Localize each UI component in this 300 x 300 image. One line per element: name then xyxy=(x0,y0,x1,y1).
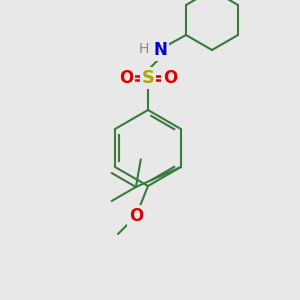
Text: O: O xyxy=(119,69,133,87)
Text: O: O xyxy=(129,207,143,225)
Text: O: O xyxy=(163,69,177,87)
Text: N: N xyxy=(153,41,167,59)
Text: H: H xyxy=(139,42,149,56)
Text: S: S xyxy=(142,69,154,87)
